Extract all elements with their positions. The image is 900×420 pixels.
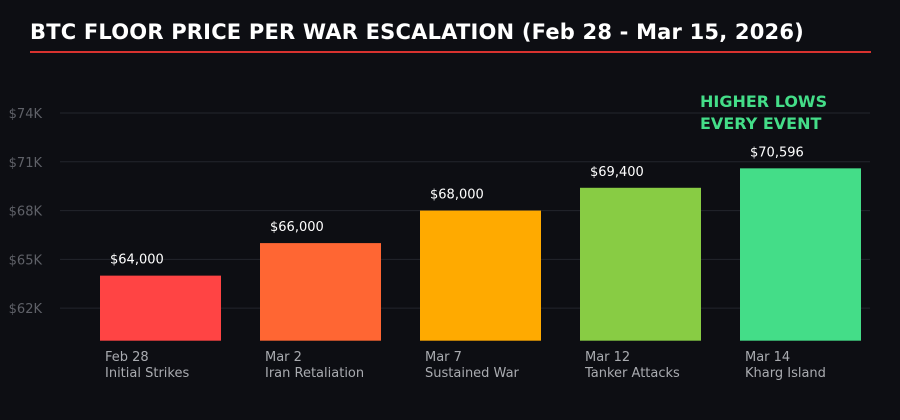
x-tick-event: Initial Strikes	[105, 366, 189, 381]
x-tick-event: Kharg Island	[745, 366, 826, 381]
annotation-text: HIGHER LOWS	[700, 92, 827, 111]
y-tick-label: $74K	[9, 107, 43, 122]
bar-value-label: $64,000	[110, 253, 164, 268]
bar-value-label: $70,596	[750, 145, 804, 160]
x-tick-event: Iran Retaliation	[265, 366, 364, 381]
y-tick-label: $65K	[9, 253, 43, 268]
x-tick-event: Tanker Attacks	[584, 366, 680, 381]
x-tick-date: Mar 7	[425, 350, 462, 365]
bar	[420, 210, 541, 341]
y-tick-label: $62K	[9, 302, 43, 317]
x-tick-date: Mar 14	[745, 350, 790, 365]
title-underline	[30, 51, 871, 53]
bar-value-label: $66,000	[270, 220, 324, 235]
y-tick-label: $71K	[9, 156, 43, 171]
x-tick-date: Mar 2	[265, 350, 302, 365]
bar	[260, 243, 381, 341]
chart-title: BTC FLOOR PRICE PER WAR ESCALATION (Feb …	[30, 20, 804, 44]
bar	[580, 187, 701, 341]
annotation-text: EVERY EVENT	[700, 114, 821, 133]
bar-value-label: $68,000	[430, 188, 484, 203]
bar-value-label: $69,400	[590, 165, 644, 180]
x-tick-date: Mar 12	[585, 350, 630, 365]
bar	[740, 168, 861, 341]
y-tick-label: $68K	[9, 205, 43, 220]
x-tick-date: Feb 28	[105, 350, 149, 365]
x-tick-event: Sustained War	[425, 366, 520, 381]
bar	[100, 275, 221, 341]
